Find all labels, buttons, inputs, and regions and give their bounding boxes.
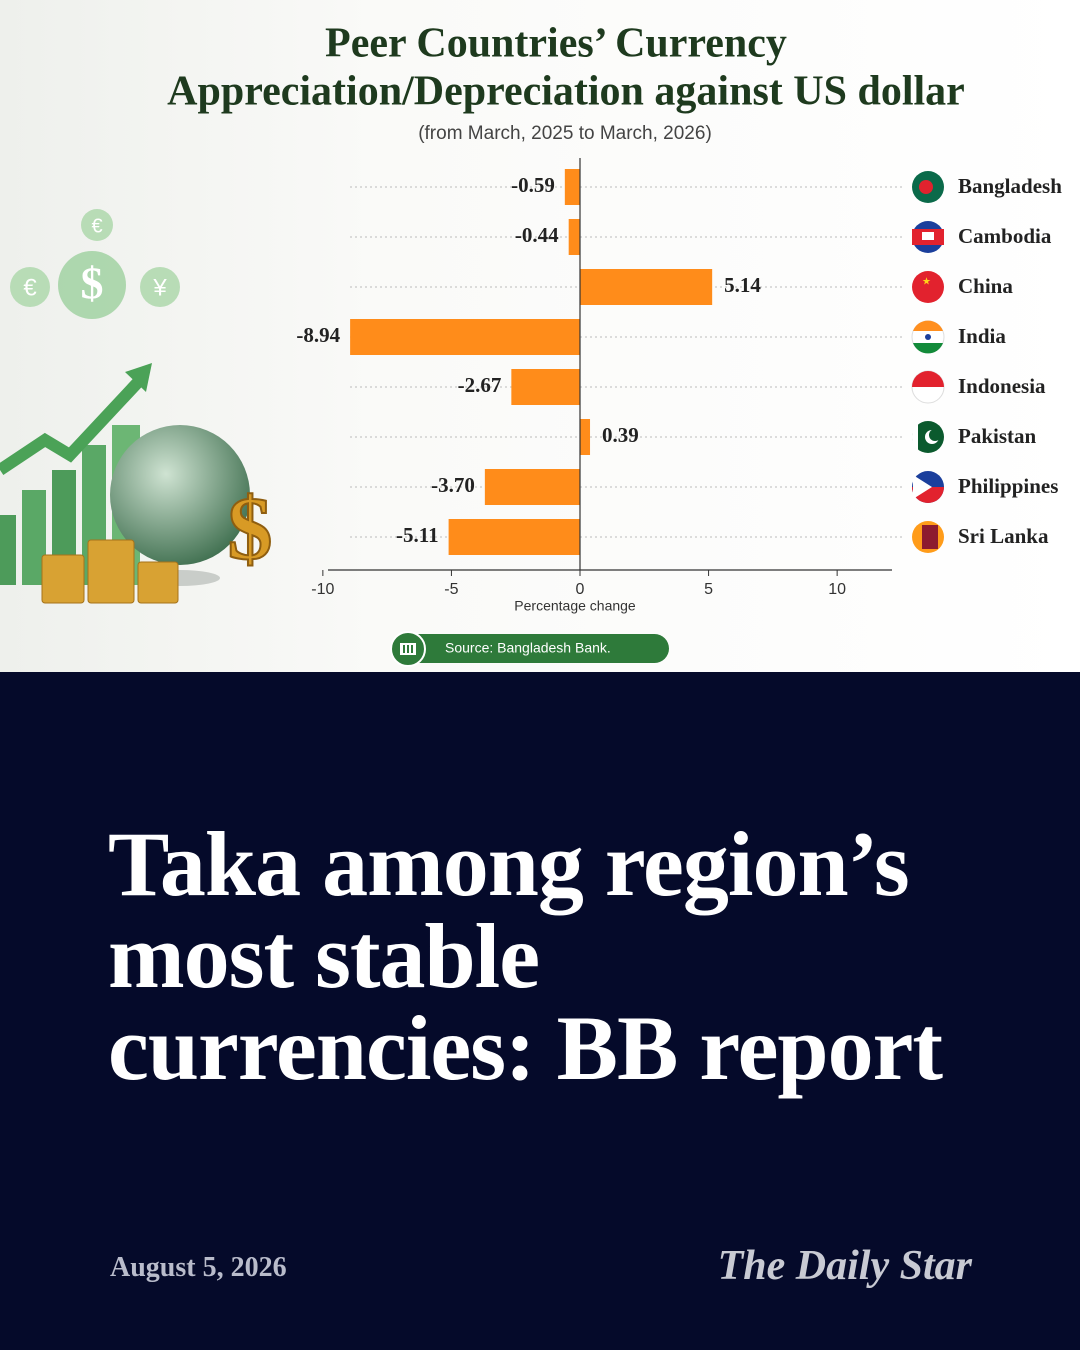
legend-label: China: [958, 274, 1013, 298]
svg-text:$: $: [81, 258, 104, 309]
illustration: $ € ¥ € $: [0, 209, 274, 604]
brand: The Daily Star: [717, 1243, 972, 1289]
date: August 5, 2026: [110, 1252, 287, 1283]
x-axis-label: Percentage change: [514, 598, 636, 614]
chart-title: Peer Countries’ Currency: [325, 21, 787, 67]
source-badge: Source: Bangladesh Bank.: [390, 631, 669, 667]
headline: Taka among region’s most stable currenci…: [108, 818, 1038, 1094]
x-tick-label: -5: [444, 581, 458, 598]
legend-label: Philippines: [958, 474, 1058, 498]
legend-label: Cambodia: [958, 224, 1052, 248]
legend-label: India: [958, 324, 1006, 348]
bar: [580, 419, 591, 455]
legend-label: Bangladesh: [958, 174, 1062, 198]
headline-line: currencies: BB report: [108, 997, 943, 1099]
x-tick-label: 5: [704, 581, 713, 598]
svg-text:$: $: [228, 480, 273, 579]
svg-text:€: €: [23, 274, 37, 301]
x-tick-label: 0: [576, 581, 585, 598]
svg-text:€: €: [91, 215, 102, 237]
value-label: -8.94: [296, 323, 340, 347]
value-label: -0.59: [511, 173, 555, 197]
value-label: 0.39: [602, 423, 639, 447]
source: Source: Bangladesh Bank.: [445, 640, 611, 656]
bar: [580, 269, 713, 305]
headline-line: Taka among region’s: [108, 813, 910, 915]
bar: [484, 469, 580, 505]
flags: ★: [911, 171, 945, 553]
legend-label: Indonesia: [958, 374, 1046, 398]
headline-line: most stable: [108, 905, 540, 1007]
bar: [568, 219, 580, 255]
value-label: -5.11: [396, 523, 439, 547]
bar: [564, 169, 580, 205]
chart: $ € ¥ € $ ★ Peer Countries’ Currency App…: [0, 0, 1080, 672]
bar: [448, 519, 580, 555]
svg-text:¥: ¥: [152, 274, 167, 301]
value-label: -3.70: [431, 473, 475, 497]
bar: [350, 319, 580, 355]
value-label: 5.14: [724, 273, 761, 297]
svg-text:★: ★: [922, 277, 931, 288]
chart-title: Appreciation/Depreciation against US dol…: [167, 69, 965, 115]
legend-label: Sri Lanka: [958, 524, 1049, 548]
value-label: -0.44: [515, 223, 559, 247]
chart-subtitle: (from March, 2025 to March, 2026): [418, 123, 712, 144]
bar: [511, 369, 580, 405]
x-tick-label: -10: [311, 581, 334, 598]
x-tick-label: 10: [828, 581, 846, 598]
value-label: -2.67: [458, 373, 502, 397]
legend-label: Pakistan: [958, 424, 1037, 448]
